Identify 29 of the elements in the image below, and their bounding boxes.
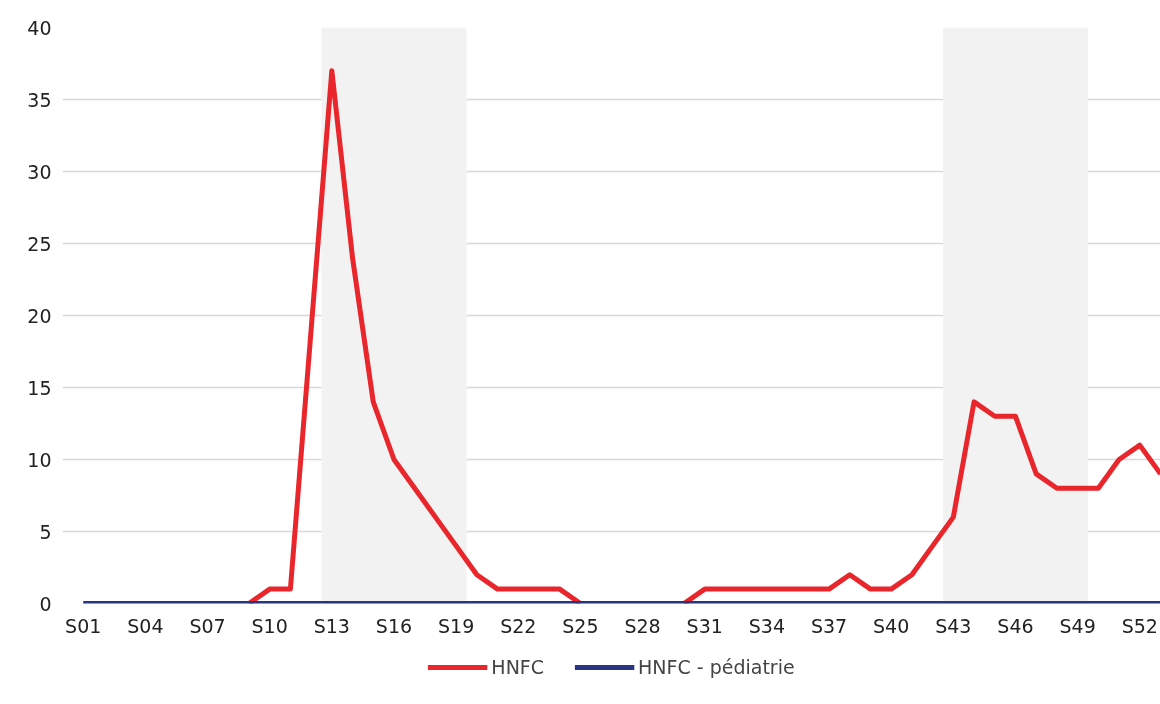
legend-label: HNFC xyxy=(491,656,545,678)
x-tick-label: S16 xyxy=(375,614,413,637)
x-tick-label: S31 xyxy=(686,614,723,637)
y-tick-label: 15 xyxy=(27,376,52,399)
y-tick-label: 35 xyxy=(27,88,52,111)
x-tick-label: S22 xyxy=(500,614,537,637)
x-tick-label: S28 xyxy=(624,614,661,637)
x-tick-label: S34 xyxy=(748,614,786,637)
y-tick-label: 0 xyxy=(39,592,52,615)
x-tick-label: S46 xyxy=(997,614,1034,637)
x-tick-label: S49 xyxy=(1059,614,1096,637)
x-tick-label: S25 xyxy=(562,614,599,637)
x-tick-label: S07 xyxy=(189,614,226,637)
x-tick-label: S10 xyxy=(251,614,288,637)
x-tick-label: S19 xyxy=(438,614,475,637)
y-tick-label: 25 xyxy=(27,232,52,255)
x-tick-label: S43 xyxy=(935,614,972,637)
x-tick-label: S13 xyxy=(313,614,350,637)
x-tick-label: S01 xyxy=(65,614,102,637)
x-tick-label: S04 xyxy=(127,614,164,637)
y-tick-label: 5 xyxy=(39,520,52,543)
y-tick-label: 40 xyxy=(27,16,52,39)
x-tick-label: S40 xyxy=(873,614,910,637)
legend-label: HNFC - pédiatrie xyxy=(638,656,795,678)
y-tick-label: 20 xyxy=(27,304,52,327)
x-tick-label: S37 xyxy=(810,614,848,637)
y-tick-label: 10 xyxy=(27,448,52,471)
x-tick-label: S52 xyxy=(1121,614,1158,637)
y-tick-label: 30 xyxy=(27,160,52,183)
